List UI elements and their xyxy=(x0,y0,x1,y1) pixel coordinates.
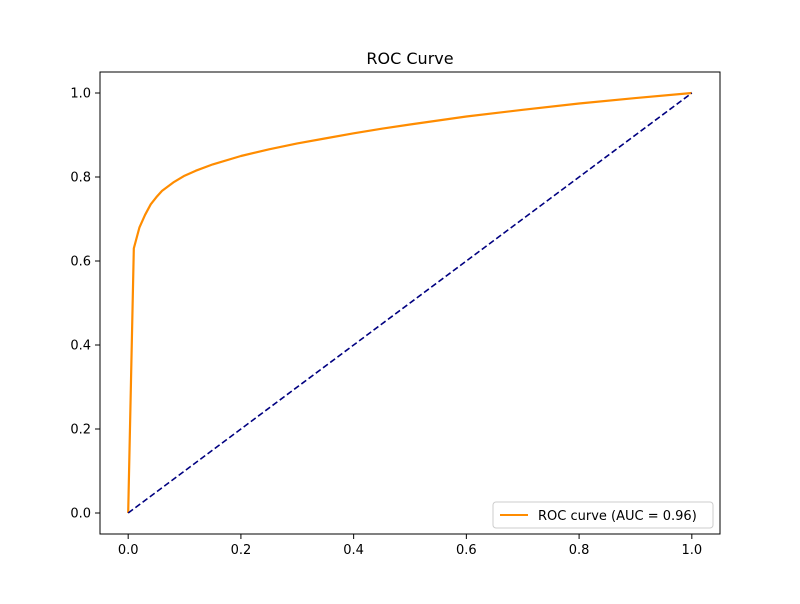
axes-frame xyxy=(99,71,721,535)
x-tick-label: 0.0 xyxy=(118,543,139,558)
legend-box xyxy=(492,501,714,529)
x-tick-label: 0.8 xyxy=(569,543,590,558)
roc-curve-line xyxy=(127,91,692,514)
y-tick-label: 1.0 xyxy=(70,87,91,102)
y-tick-label: 0.8 xyxy=(70,171,91,186)
x-axis: 0.0 0.2 0.4 0.6 0.8 1.0 xyxy=(118,534,702,558)
series-layer xyxy=(127,91,693,514)
x-tick-label: 0.2 xyxy=(231,543,252,558)
chance-diagonal-line xyxy=(127,92,693,514)
x-tick-label: 1.0 xyxy=(681,543,702,558)
x-tick-label: 0.6 xyxy=(456,543,477,558)
y-tick-label: 0.4 xyxy=(70,339,91,354)
y-tick-label: 0.2 xyxy=(70,423,91,438)
y-tick-label: 0.6 xyxy=(70,255,91,270)
chart-title: ROC Curve xyxy=(366,49,453,68)
y-axis: 0.0 0.2 0.4 0.6 0.8 1.0 xyxy=(70,87,100,522)
y-tick-label: 0.0 xyxy=(70,507,91,522)
legend-label-roc-curve: ROC curve (AUC = 0.96) xyxy=(538,509,697,524)
legend: ROC curve (AUC = 0.96) xyxy=(492,501,714,529)
x-tick-label: 0.4 xyxy=(343,543,364,558)
